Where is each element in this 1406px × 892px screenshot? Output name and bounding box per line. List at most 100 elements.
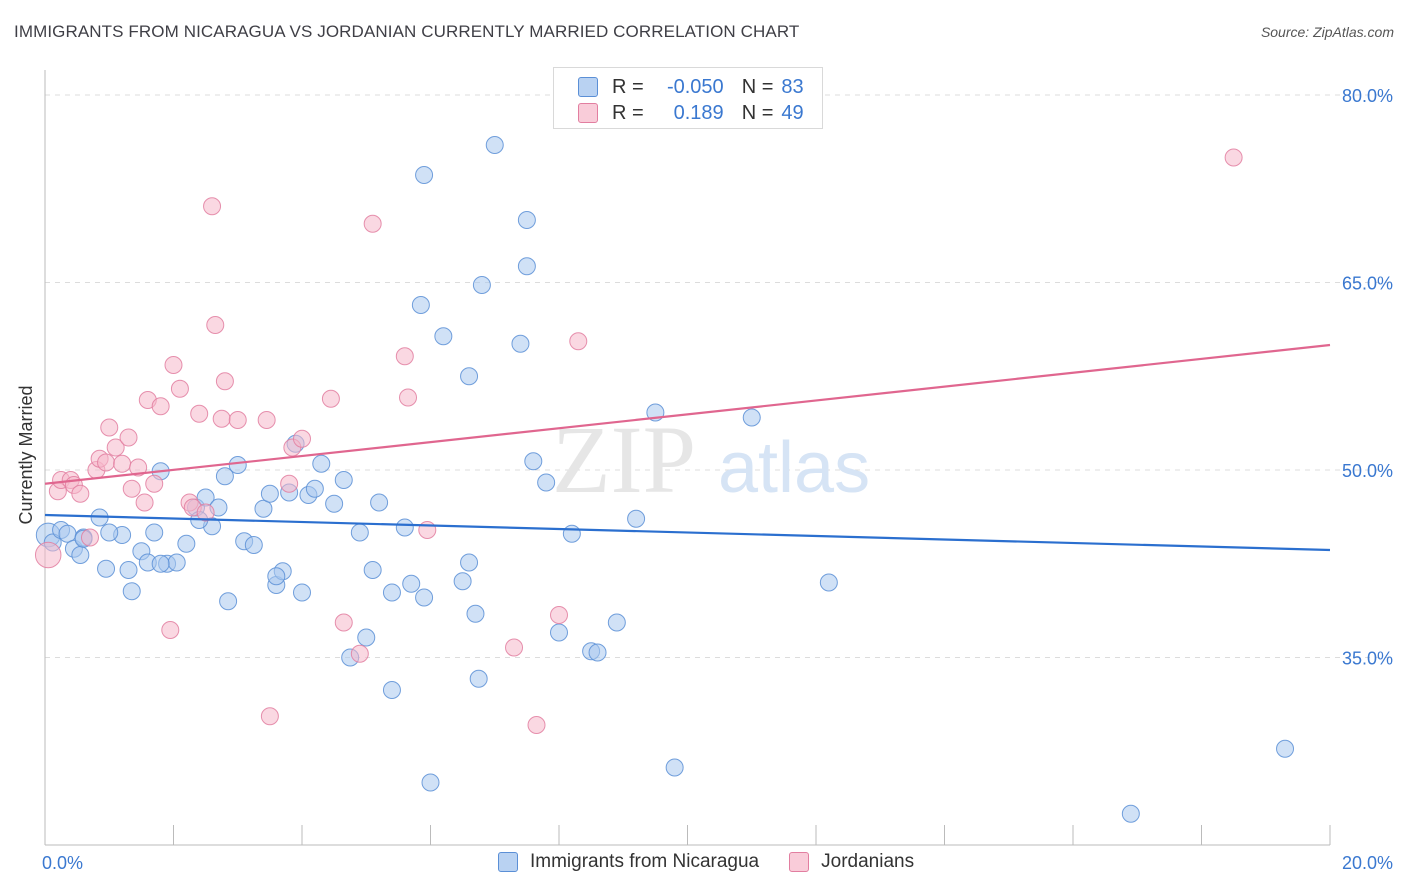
jordanians-point: [122, 479, 141, 498]
legend-r-label: R =: [612, 75, 644, 98]
jordanians-point: [97, 453, 116, 472]
nicaragua-point: [517, 211, 536, 229]
nicaragua-point: [453, 572, 472, 591]
nicaragua-point: [1121, 804, 1140, 823]
nicaragua-point: [71, 546, 90, 564]
legend-n-label: N =: [741, 101, 774, 124]
jordanians-point: [215, 372, 234, 391]
y-axis-label: Currently Married: [16, 385, 36, 525]
nicaragua-point: [742, 408, 761, 427]
jordanians-point: [395, 347, 414, 366]
gridlines: [45, 94, 1392, 658]
nicaragua-point: [97, 559, 116, 578]
legend-swatch-blue: [498, 852, 518, 872]
legend-swatch-pink: [789, 852, 810, 872]
nicaragua-point: [382, 583, 401, 602]
legend-text-jordanians: Jordanians: [821, 851, 915, 872]
watermark-zip: ZIP: [552, 406, 696, 513]
series-jordanians-points: [34, 148, 1243, 734]
legend-row-jordanians: R = 0.189 N = 49: [578, 100, 804, 126]
nicaragua-point: [293, 583, 311, 602]
jordanians-point: [196, 503, 215, 522]
nicaragua-point: [305, 479, 324, 498]
jordanians-point: [527, 716, 546, 734]
series-legend: Immigrants from Nicaragua Jordanians: [498, 851, 944, 873]
nicaragua-point: [588, 643, 607, 662]
y-tick-label: 35.0%: [1342, 649, 1393, 669]
nicaragua-point: [244, 536, 263, 554]
nicaragua-point: [485, 136, 504, 154]
legend-text-nicaragua: Immigrants from Nicaragua: [530, 851, 760, 872]
jordanians-point: [293, 429, 311, 448]
nicaragua-point: [469, 669, 488, 688]
legend-n-value: 83: [781, 75, 804, 98]
nicaragua-point: [325, 494, 344, 513]
nicaragua-point: [334, 471, 353, 489]
nicaragua-point: [466, 604, 485, 623]
legend-swatch-blue: [578, 77, 598, 97]
legend-r-value: -0.050: [666, 75, 724, 98]
jordanians-point: [257, 411, 276, 429]
nicaragua-point: [312, 454, 331, 473]
jordanians-point: [161, 621, 180, 639]
jordanians-point: [135, 493, 154, 512]
jordanians-point: [260, 707, 279, 726]
nicaragua-point: [58, 524, 77, 543]
correlation-legend: R = -0.050 N = 83 R = 0.189 N = 49: [553, 67, 823, 129]
jordanians-point: [399, 388, 418, 407]
jordanians-point: [151, 397, 170, 416]
y-tick-label: 80.0%: [1342, 86, 1393, 106]
nicaragua-point: [524, 452, 543, 471]
jordanians-point: [170, 379, 189, 398]
nicaragua-point: [167, 553, 186, 572]
y-tick-label: 65.0%: [1342, 274, 1393, 294]
jordanians-point: [228, 411, 247, 429]
jordanians-point: [34, 541, 62, 569]
nicaragua-point: [1276, 739, 1295, 758]
jordanians-point: [418, 521, 437, 539]
nicaragua-point: [434, 327, 453, 346]
chart-title: IMMIGRANTS FROM NICARAGUA VS JORDANIAN C…: [14, 22, 800, 41]
legend-r-value: 0.189: [673, 101, 724, 124]
nicaragua-point: [460, 367, 479, 386]
jordanians-point: [334, 613, 353, 632]
jordanians-point: [129, 458, 148, 477]
nicaragua-point: [219, 592, 238, 611]
legend-row-nicaragua: R = -0.050 N = 83: [578, 74, 804, 100]
nicaragua-point: [100, 523, 119, 542]
nicaragua-point: [607, 613, 626, 632]
jordanians-point: [80, 528, 99, 547]
legend-item-nicaragua: Immigrants from Nicaragua: [498, 851, 759, 873]
nicaragua-point: [415, 588, 434, 607]
watermark-atlas: atlas: [718, 428, 870, 508]
nicaragua-point: [357, 628, 376, 647]
source-label: Source: ZipAtlas.com: [1260, 24, 1394, 40]
nicaragua-point: [537, 473, 556, 492]
legend-n-label: N =: [741, 75, 774, 98]
nicaragua-point: [260, 484, 279, 503]
jordanians-point: [145, 474, 164, 493]
nicaragua-point: [472, 276, 491, 294]
jordanians-point: [119, 428, 138, 447]
jordanians-point: [280, 474, 299, 493]
nicaragua-point: [402, 574, 421, 593]
nicaragua-point: [370, 493, 389, 512]
nicaragua-point: [627, 509, 646, 528]
legend-n-value: 49: [781, 101, 804, 124]
legend-r-label: R =: [612, 101, 644, 124]
nicaragua-point: [228, 456, 247, 474]
nicaragua-point: [151, 554, 170, 573]
nicaragua-point: [460, 553, 479, 572]
x-tick-label-max: 20.0%: [1342, 853, 1393, 873]
nicaragua-point: [421, 773, 440, 792]
nicaragua-point: [665, 758, 684, 777]
jordanians-point: [350, 644, 369, 663]
jordanians-point: [550, 606, 568, 624]
nicaragua-point: [511, 334, 530, 353]
jordanians-point: [321, 389, 340, 408]
nicaragua-point: [363, 561, 382, 579]
nicaragua-point: [215, 467, 234, 486]
nicaragua-point: [122, 582, 141, 601]
nicaragua-point: [395, 518, 414, 537]
